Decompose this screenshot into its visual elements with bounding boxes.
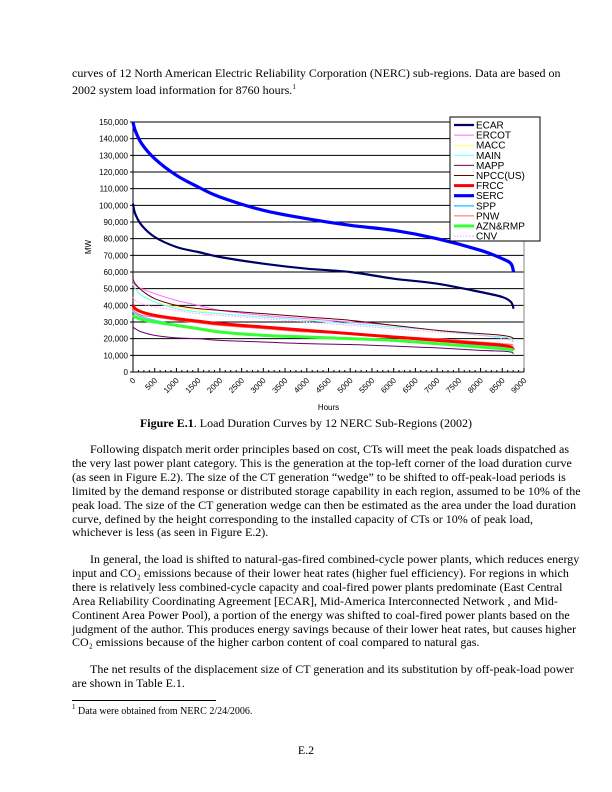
legend-label: ERCOT [476,131,511,142]
x-tick-label: 500 [143,376,159,392]
page-number: E.2 [297,743,315,757]
y-tick-label: 90,000 [104,218,129,227]
series-line-azn-rmp [132,314,515,352]
x-tick-label: 9000 [509,376,528,395]
y-tick-label: 140,000 [99,135,128,144]
text-line: judgment of the author. This produces en… [72,621,577,636]
y-tick-label: 50,000 [104,285,129,294]
y-tick-label: 130,000 [99,151,128,160]
y-tick-label: 100,000 [99,201,128,210]
legend-label: ECAR [476,121,504,132]
text-line: the very last power plant category. This… [72,455,572,470]
text-line: The net results of the displacement size… [90,662,574,676]
x-tick-label: 8000 [466,376,485,395]
x-tick-label: 8500 [488,376,507,395]
series-line-pnw [132,308,514,346]
text-line: 2002 system load information for 8760 ho… [72,83,296,97]
legend: ECARERCOTMACCMAINMAPPNPCC(US)FRCCSERCSPP… [449,116,541,243]
x-tick-label: 7500 [444,376,463,395]
y-tick-label: 30,000 [104,318,129,327]
y-tick-label: 70,000 [104,251,129,260]
y-tick-label: 10,000 [104,351,129,360]
series-line-ecar [131,203,515,310]
series-line-serc [131,121,516,273]
text-line: Continent Area Power Pool), a portion of… [72,607,570,622]
x-tick-label: 3500 [271,376,290,395]
x-tick-label: 6000 [379,376,398,395]
text-line: In general, the load is shifted to natur… [90,552,580,566]
text-line: Following dispatch merit order principle… [90,442,570,456]
x-tick-label: 3000 [249,376,268,395]
text-line: (as seen in Figure E.2). The size of the… [72,469,566,484]
x-tick-label: 5500 [357,376,376,395]
legend-box [449,116,541,242]
footnote-text: Data were obtained from NERC 2/24/2006. [75,706,253,717]
text-line: input and CO₂ emissions because of their… [72,565,569,580]
text-line: there is relatively less combined-cycle … [72,579,563,594]
y-tick-label: 80,000 [104,235,129,244]
series-line-npcc-us- [132,278,514,340]
x-tick-label: 5000 [336,376,355,395]
legend-label: CNV [476,232,497,243]
x-tick-label: 2000 [205,376,224,395]
x-tick-label: 2500 [227,376,246,395]
legend-label: MACC [476,141,505,152]
y-tick-label: 60,000 [104,268,129,277]
figure-label: Figure E.1 [139,416,194,430]
text-line: CO₂ emissions because of the higher carb… [72,635,480,650]
load-duration-chart: 0 10,000 20,000 30,000 40,000 50,000 60,000 70,… [84,116,541,412]
y-tick-label: 120,000 [99,168,128,177]
text-line: curve, defined by the height correspondi… [72,511,534,526]
figure-caption: Figure E.1. Load Duration Curves by 12 N… [0,416,612,431]
series-line-mapp [132,326,514,355]
legend-label: AZN&RMP [476,222,525,233]
x-tick-label: 6500 [401,376,420,395]
series-line-main [132,283,515,343]
y-tick-label: 0 [124,368,129,377]
series-line-frcc [131,304,515,352]
y-tick-label: 110,000 [100,185,129,194]
text-line: curves of 12 North American Electric Rel… [72,66,561,80]
x-tick-label: 4000 [292,376,311,395]
x-tick-label: 1000 [162,376,181,395]
y-axis-label: MW [84,239,93,254]
x-tick-label: 1500 [184,376,203,395]
footnote-mark: 1 [72,703,76,711]
x-axis-label: Hours [318,403,339,412]
text-line: peak load. The size of the CT generation… [72,497,577,512]
legend-label: NPCC(US) [476,171,525,182]
y-tick-label: 150,000 [99,118,128,127]
x-tick-label: 4500 [314,376,333,395]
x-tick-label: 7000 [423,376,442,395]
footnote-ref: 1 [292,83,296,91]
y-tick-label: 20,000 [104,335,129,344]
legend-label: SPP [476,201,496,212]
text-line: are shown in Table E.1. [72,675,185,690]
legend-label: SERC [476,191,504,202]
x-tick-label: 0 [128,376,138,386]
text-line: limited by the demand response or distri… [72,483,581,498]
legend-label: MAIN [476,151,501,162]
text-line: Area Reliability Coordinating Agreement … [72,593,558,608]
y-tick-label: 40,000 [104,301,129,310]
footnote-divider [72,700,216,701]
footnote: 1 Data were obtained from NERC 2/24/2006… [72,703,253,718]
legend-label: PNW [476,211,500,222]
legend-label: MAPP [476,161,505,172]
legend-label: FRCC [476,181,504,192]
figure-caption-text: . Load Duration Curves by 12 NERC Sub-Re… [193,416,473,430]
text-line: whichever is less (as seen in Figure E.2… [72,525,269,540]
